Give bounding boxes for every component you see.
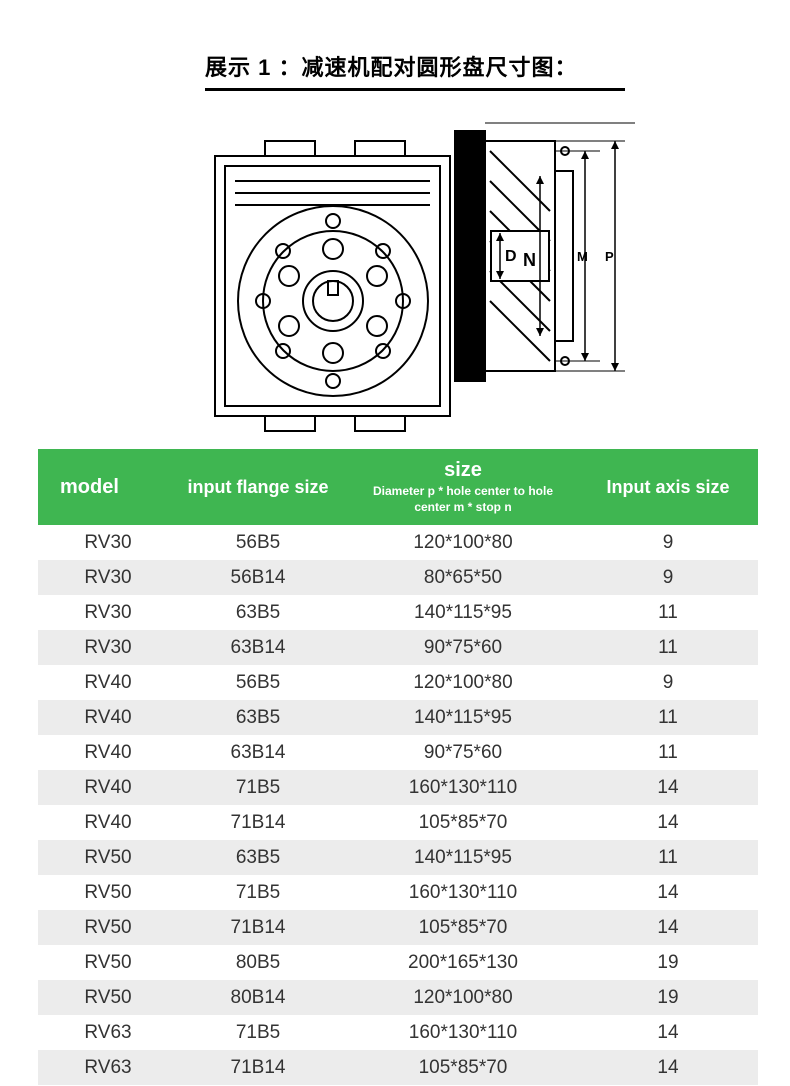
table-cell: 9 (578, 560, 758, 595)
table-cell: 71B14 (168, 910, 348, 945)
table-row: RV3056B5120*100*809 (38, 525, 758, 560)
table-cell: 105*85*70 (348, 910, 578, 945)
table-cell: RV50 (38, 875, 168, 910)
col-model: model (38, 449, 168, 525)
table-row: RV3056B1480*65*509 (38, 560, 758, 595)
table-cell: 19 (578, 980, 758, 1015)
table-row: RV6371B5160*130*11014 (38, 1015, 758, 1050)
table-cell: 140*115*95 (348, 840, 578, 875)
table-row: RV6371B14105*85*7014 (38, 1050, 758, 1085)
table-cell: 160*130*110 (348, 1015, 578, 1050)
table-cell: 90*75*60 (348, 630, 578, 665)
table-cell: 140*115*95 (348, 700, 578, 735)
table-cell: RV30 (38, 595, 168, 630)
table-cell: 14 (578, 770, 758, 805)
table-row: RV5080B14120*100*8019 (38, 980, 758, 1015)
mechanical-diagram: D N M P (205, 101, 645, 441)
table-cell: 80*65*50 (348, 560, 578, 595)
table-cell: RV30 (38, 560, 168, 595)
table-row: RV5063B5140*115*9511 (38, 840, 758, 875)
table-cell: 71B5 (168, 875, 348, 910)
table-cell: RV30 (38, 630, 168, 665)
table-cell: 63B14 (168, 630, 348, 665)
table-cell: 14 (578, 805, 758, 840)
table-row: RV5071B5160*130*11014 (38, 875, 758, 910)
table-cell: RV50 (38, 945, 168, 980)
table-cell: 63B5 (168, 840, 348, 875)
table-row: RV4071B14105*85*7014 (38, 805, 758, 840)
table-cell: RV40 (38, 735, 168, 770)
col-axis: Input axis size (578, 449, 758, 525)
table-row: RV3063B5140*115*9511 (38, 595, 758, 630)
table-cell: 71B5 (168, 770, 348, 805)
table-cell: RV50 (38, 840, 168, 875)
dim-label-m: M (577, 249, 588, 264)
table-cell: 56B5 (168, 525, 348, 560)
title-block: 展示 1 ：减速机配对圆形盘尺寸图： (205, 50, 790, 91)
table-cell: 71B14 (168, 1050, 348, 1085)
table-cell: 71B14 (168, 805, 348, 840)
title-underline (205, 88, 625, 91)
table-cell: 80B5 (168, 945, 348, 980)
table-cell: 71B5 (168, 1015, 348, 1050)
table-cell: 56B14 (168, 560, 348, 595)
table-header: model input flange size size Diameter p … (38, 449, 758, 525)
table-cell: RV63 (38, 1050, 168, 1085)
table-cell: RV30 (38, 525, 168, 560)
table-cell: 14 (578, 875, 758, 910)
table-cell: 11 (578, 840, 758, 875)
table-row: RV3063B1490*75*6011 (38, 630, 758, 665)
table-cell: 80B14 (168, 980, 348, 1015)
table-cell: 11 (578, 700, 758, 735)
table-cell: 9 (578, 525, 758, 560)
col-flange: input flange size (168, 449, 348, 525)
table-cell: 14 (578, 910, 758, 945)
dimension-table: model input flange size size Diameter p … (38, 449, 758, 1085)
table-body: RV3056B5120*100*809RV3056B1480*65*509RV3… (38, 525, 758, 1085)
table-cell: 160*130*110 (348, 875, 578, 910)
table-row: RV4071B5160*130*11014 (38, 770, 758, 805)
table-cell: RV40 (38, 770, 168, 805)
table-cell: 11 (578, 630, 758, 665)
table-cell: 140*115*95 (348, 595, 578, 630)
table-cell: 120*100*80 (348, 980, 578, 1015)
table-row: RV4063B5140*115*9511 (38, 700, 758, 735)
table-cell: 120*100*80 (348, 525, 578, 560)
table-cell: RV50 (38, 980, 168, 1015)
table-cell: 120*100*80 (348, 665, 578, 700)
table-cell: 56B5 (168, 665, 348, 700)
table-cell: RV40 (38, 700, 168, 735)
table-row: RV5071B14105*85*7014 (38, 910, 758, 945)
table-cell: 105*85*70 (348, 805, 578, 840)
table-cell: 14 (578, 1015, 758, 1050)
table-cell: 160*130*110 (348, 770, 578, 805)
table-row: RV4063B1490*75*6011 (38, 735, 758, 770)
table-cell: 90*75*60 (348, 735, 578, 770)
table-cell: 19 (578, 945, 758, 980)
table-cell: 63B5 (168, 700, 348, 735)
table-cell: 14 (578, 1050, 758, 1085)
dim-label-d: D (505, 248, 517, 265)
table-cell: 11 (578, 735, 758, 770)
table-cell: 200*165*130 (348, 945, 578, 980)
table-cell: 9 (578, 665, 758, 700)
table-cell: RV50 (38, 910, 168, 945)
col-size: size Diameter p * hole center to hole ce… (348, 449, 578, 525)
table-cell: 63B5 (168, 595, 348, 630)
table-cell: 63B14 (168, 735, 348, 770)
table-row: RV5080B5200*165*13019 (38, 945, 758, 980)
table-cell: RV63 (38, 1015, 168, 1050)
table-cell: RV40 (38, 805, 168, 840)
table-row: RV4056B5120*100*809 (38, 665, 758, 700)
page-title: 展示 1 ：减速机配对圆形盘尺寸图： (205, 50, 790, 82)
dim-label-n: N (523, 250, 536, 270)
table-cell: RV40 (38, 665, 168, 700)
table-cell: 11 (578, 595, 758, 630)
table-cell: 105*85*70 (348, 1050, 578, 1085)
dim-label-p: P (605, 249, 614, 264)
